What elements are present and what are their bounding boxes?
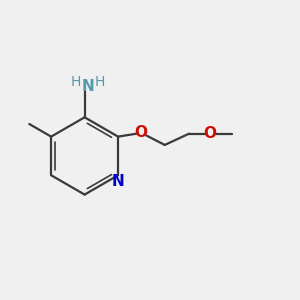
Text: H: H: [95, 75, 105, 89]
Text: H: H: [70, 75, 81, 89]
Text: O: O: [134, 125, 147, 140]
Text: N: N: [112, 174, 124, 189]
Text: N: N: [82, 80, 94, 94]
Text: O: O: [203, 126, 216, 141]
